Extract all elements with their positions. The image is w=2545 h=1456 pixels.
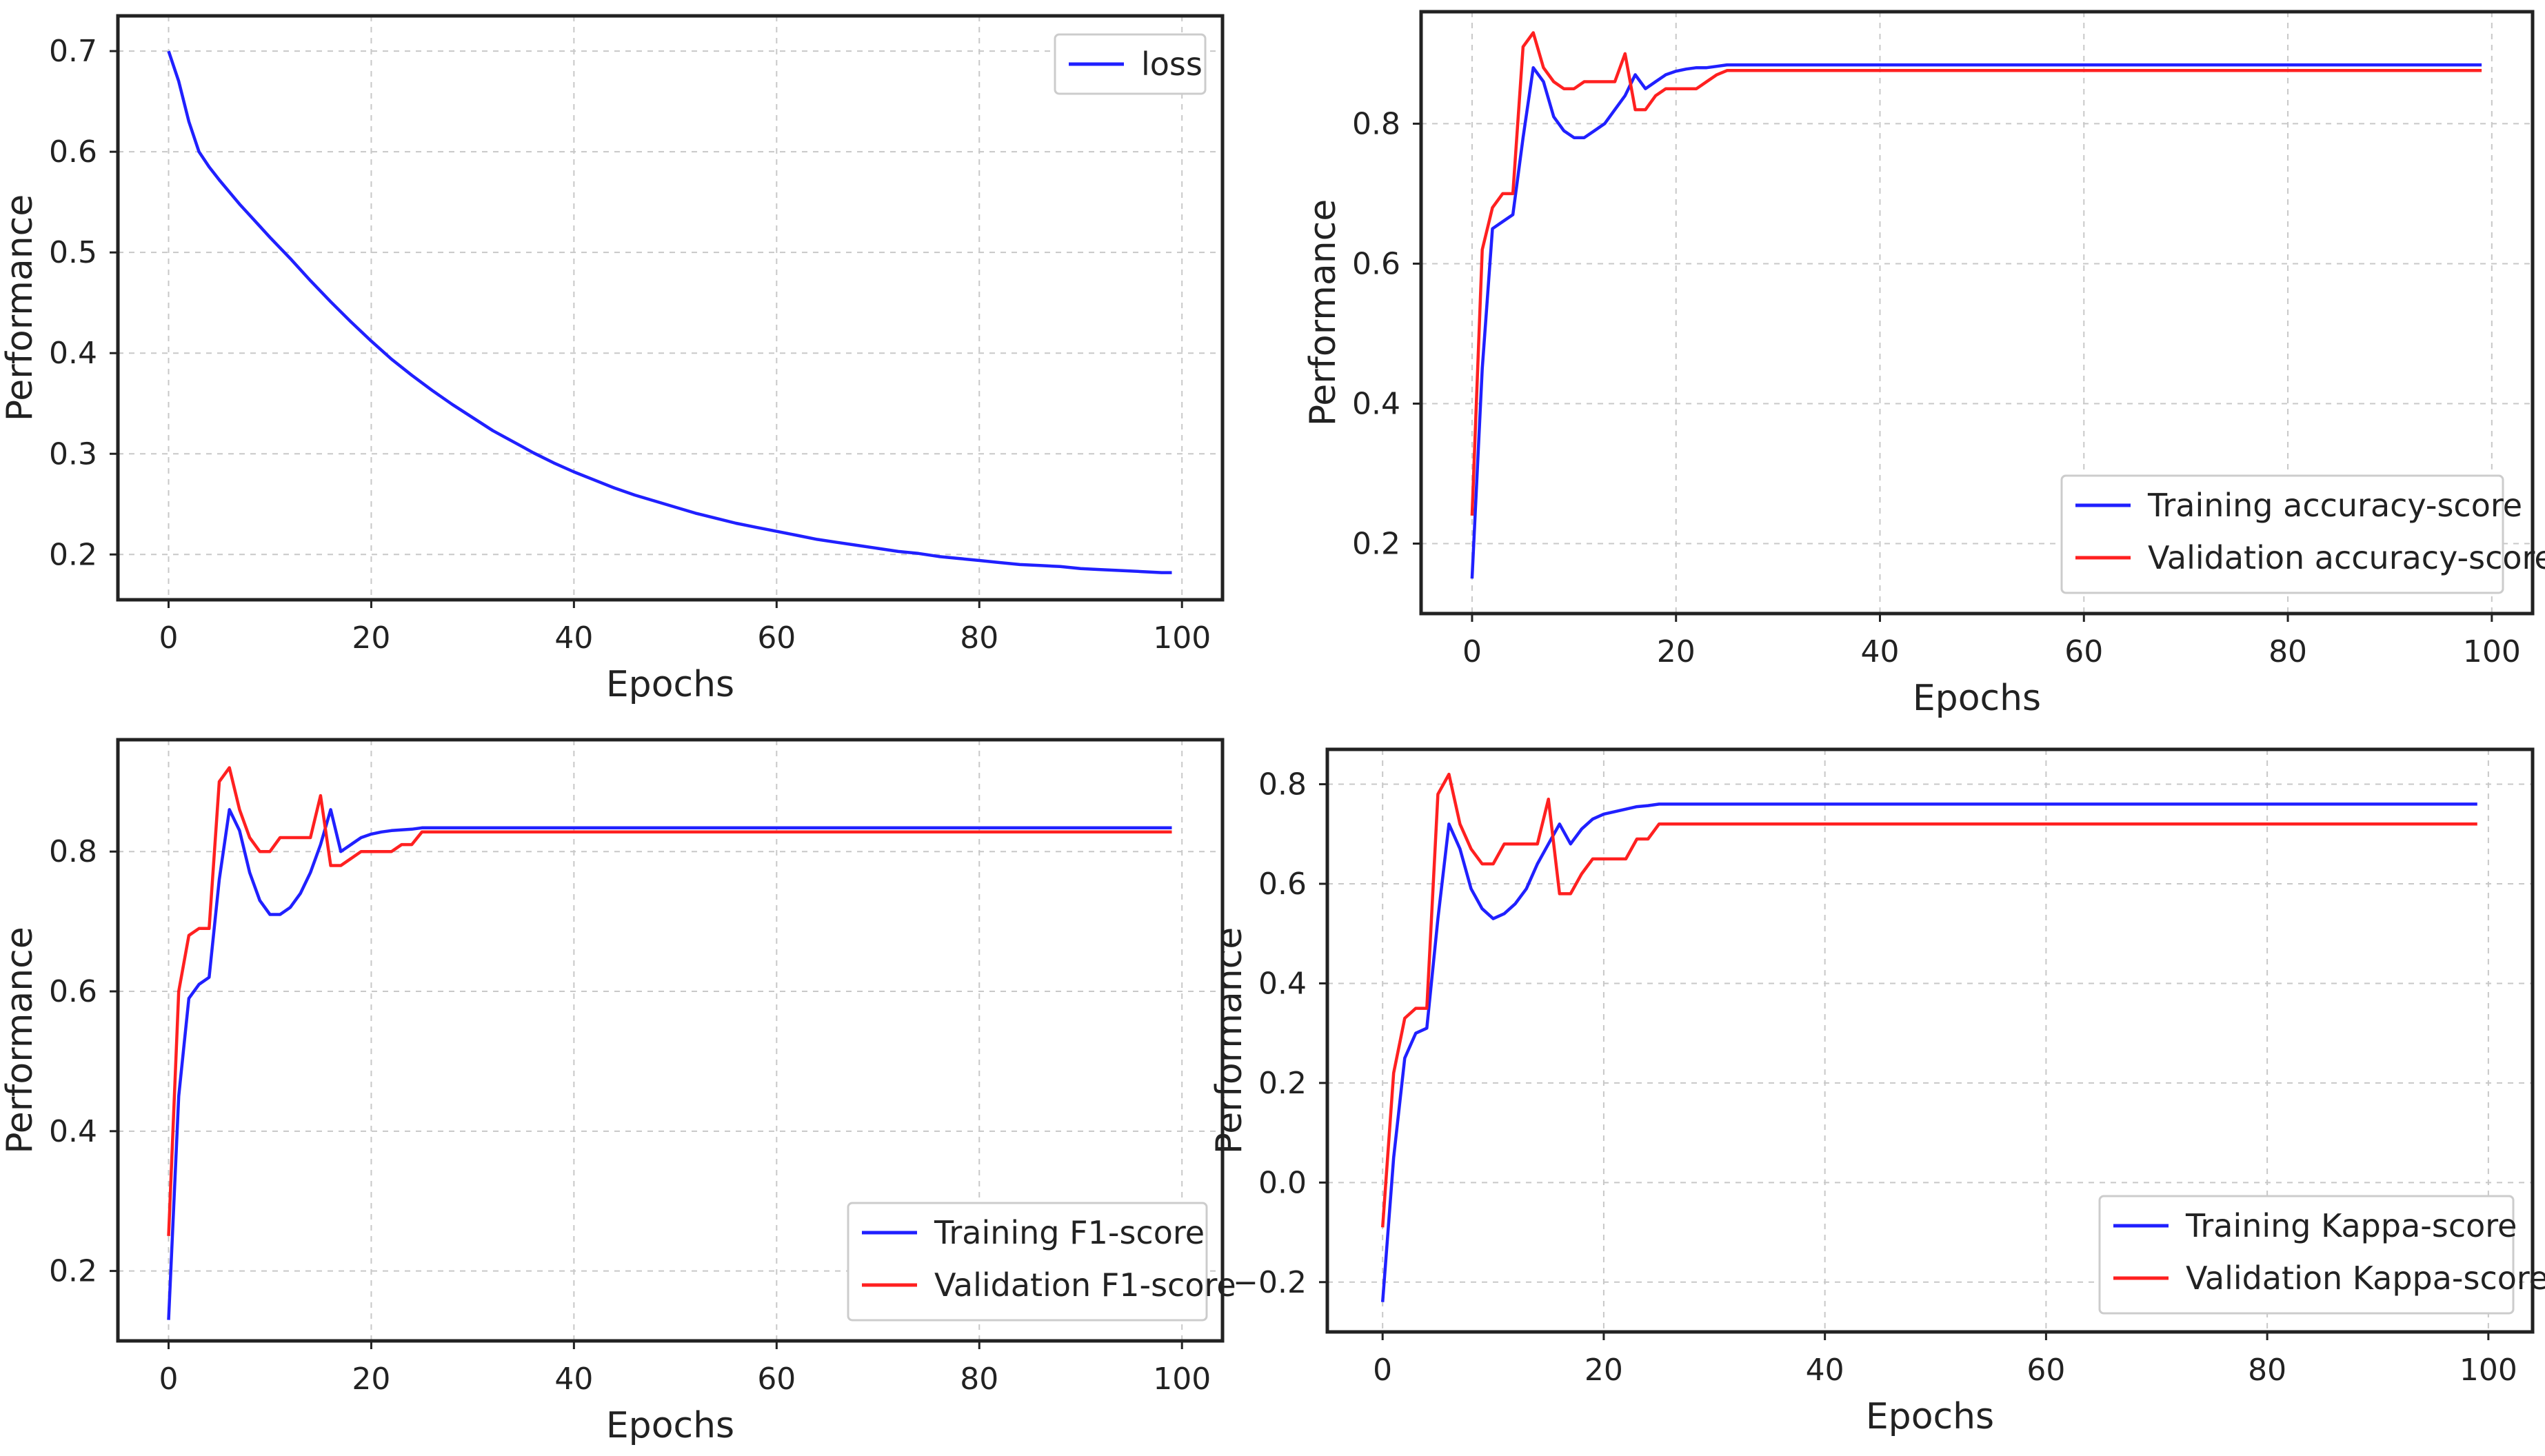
legend-box — [2060, 474, 2504, 594]
y-tick-label: 0.2 — [1352, 526, 1400, 561]
y-axis-label: Performance — [1302, 199, 1344, 427]
x-tick-label: 20 — [352, 1362, 390, 1397]
y-axis-label: Performance — [0, 927, 41, 1154]
y-tick-label: 0.6 — [1352, 246, 1400, 281]
legend-label: Training F1-score — [934, 1214, 1205, 1251]
y-tick-label: 0.2 — [1258, 1066, 1307, 1101]
legend: loss — [1054, 33, 1207, 95]
y-tick-label: 0.8 — [1258, 767, 1307, 802]
series-line-primary — [1380, 802, 2477, 1302]
y-tick-label: 0.4 — [1258, 966, 1307, 1001]
y-tick-label: 0.2 — [49, 537, 97, 572]
series-line-primary — [1470, 63, 2482, 579]
x-tick-label: 0 — [1462, 634, 1482, 669]
x-axis-label: Epochs — [1913, 678, 2041, 719]
series-line-secondary — [167, 766, 1172, 1236]
series-line-primary — [167, 50, 1172, 574]
x-tick-label: 100 — [1153, 1362, 1211, 1397]
x-tick-label: 20 — [1657, 634, 1696, 669]
y-tick-label: −0.2 — [1233, 1265, 1307, 1300]
y-tick-label: 0.8 — [1352, 106, 1400, 141]
legend-label: Training accuracy-score — [2147, 487, 2522, 524]
x-tick-label: 100 — [2463, 634, 2521, 669]
legend-label: Validation Kappa-score — [2186, 1260, 2545, 1297]
x-tick-label: 100 — [1153, 620, 1211, 656]
x-tick-label: 60 — [757, 1362, 796, 1397]
x-tick-label: 60 — [757, 620, 796, 656]
y-tick-label: 0.3 — [49, 436, 97, 472]
legend-box — [847, 1202, 1208, 1322]
x-tick-label: 40 — [554, 620, 593, 656]
chart-kappa: 0 20 40 60 80 100 −0.2 0.0 0.2 0.4 0.6 0.8 Epochs Per… — [1209, 747, 2545, 1437]
plot-frame — [1325, 747, 2535, 1334]
x-tick-label: 60 — [2026, 1353, 2065, 1388]
y-tick-label: 0.2 — [49, 1254, 97, 1289]
y-axis-label: Performance — [0, 194, 41, 422]
x-tick-label: 80 — [2248, 1353, 2286, 1388]
y-tick-label: 0.4 — [1352, 386, 1400, 421]
y-axis-label: Performance — [1209, 927, 1250, 1155]
x-tick-label: 20 — [1585, 1353, 1623, 1388]
plot-frame — [1419, 10, 2535, 616]
y-tick-label: 0.7 — [49, 34, 97, 69]
x-tick-label: 20 — [352, 620, 390, 656]
x-tick-label: 0 — [1373, 1353, 1392, 1388]
x-axis-label: Epochs — [606, 664, 734, 705]
series-line-primary — [167, 808, 1172, 1320]
x-tick-label: 0 — [159, 620, 178, 656]
y-tick-label: 0.6 — [1258, 867, 1307, 902]
x-tick-label: 80 — [960, 1362, 998, 1397]
x-tick-label: 40 — [1861, 634, 1900, 669]
legend: Training Kappa-score Validation Kappa-sco… — [2098, 1195, 2545, 1315]
x-tick-label: 100 — [2460, 1353, 2517, 1388]
chart-accuracy: 0 20 40 60 80 100 0.2 0.4 0.6 0.8 Epochs Performanc… — [1302, 10, 2545, 719]
x-tick-label: 0 — [159, 1362, 178, 1397]
x-tick-label: 60 — [2064, 634, 2103, 669]
plot-frame — [116, 738, 1225, 1343]
y-tick-label: 0.6 — [49, 134, 97, 170]
legend: Training F1-score Validation F1-score — [847, 1202, 1236, 1322]
legend-label: Validation F1-score — [934, 1266, 1236, 1304]
plot-frame — [116, 14, 1225, 602]
x-tick-label: 40 — [1806, 1353, 1844, 1388]
y-tick-label: 0.6 — [49, 974, 97, 1009]
x-tick-label: 40 — [554, 1362, 593, 1397]
series-line-secondary — [1470, 31, 2482, 516]
series-line-secondary — [1380, 772, 2477, 1228]
chart-f1: 0 20 40 60 80 100 0.2 0.4 0.6 0.8 Epochs Performanc… — [0, 738, 1236, 1446]
legend-label: Training Kappa-score — [2185, 1207, 2517, 1244]
y-tick-label: 0.0 — [1258, 1165, 1307, 1200]
y-tick-label: 0.4 — [49, 336, 97, 371]
legend-box — [2098, 1195, 2515, 1315]
chart-loss: 0 20 40 60 80 100 0.2 0.3 0.4 0.5 0.6 0.7 Epochs Perf… — [0, 14, 1225, 705]
legend-box — [1054, 33, 1207, 95]
y-tick-label: 0.8 — [49, 834, 97, 869]
legend-label: Validation accuracy-score — [2148, 539, 2545, 576]
x-axis-label: Epochs — [606, 1405, 734, 1446]
y-tick-label: 0.4 — [49, 1114, 97, 1149]
y-tick-label: 0.5 — [49, 235, 97, 270]
legend: Training accuracy-score Validation accura… — [2060, 474, 2545, 594]
x-axis-label: Epochs — [1866, 1396, 1994, 1437]
x-tick-label: 80 — [960, 620, 998, 656]
x-tick-label: 80 — [2269, 634, 2307, 669]
legend-label: loss — [1141, 46, 1203, 83]
